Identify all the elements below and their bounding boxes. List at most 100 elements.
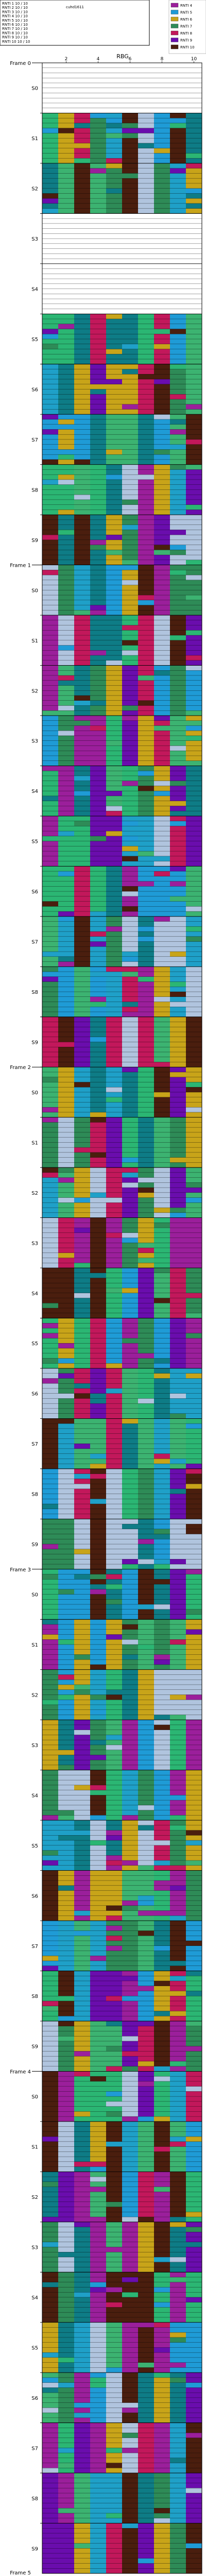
heatmap-cell (154, 2342, 170, 2348)
heatmap-cell (170, 715, 186, 721)
info-line: RNTI 1 10 / 10 (2, 2, 28, 6)
heatmap-cell (106, 836, 123, 841)
heatmap-cell (138, 1895, 154, 1901)
heatmap-cell (42, 816, 59, 821)
heatmap-cell (42, 1509, 59, 1514)
heatmap-cell (154, 203, 170, 209)
heatmap-cell (42, 2558, 59, 2564)
heatmap-cell (106, 1288, 123, 1294)
heatmap-cell (90, 1011, 107, 1018)
heatmap-cell (58, 2076, 75, 2082)
heatmap-cell (122, 2277, 139, 2283)
heatmap-cell (90, 2327, 107, 2333)
heatmap-cell (90, 1629, 107, 1635)
heatmap-cell (138, 2247, 154, 2252)
heatmap-cell (42, 2483, 59, 2488)
heatmap-cell (74, 1775, 91, 1781)
heatmap-cell (186, 1504, 202, 1510)
heatmap-cell (42, 1288, 59, 1294)
heatmap-cell (42, 2181, 59, 2187)
heatmap-cell (138, 499, 154, 505)
heatmap-cell (186, 936, 202, 942)
heatmap-cell (90, 946, 107, 952)
heatmap-cell (170, 1022, 186, 1027)
heatmap-cell (74, 384, 91, 389)
heatmap-cell (154, 846, 170, 852)
heatmap-cell (74, 1534, 91, 1539)
heatmap-cell (138, 1444, 154, 1449)
heatmap-cell (58, 2458, 75, 2463)
heatmap-cell (74, 1639, 91, 1645)
heatmap-cell (58, 871, 75, 877)
heatmap-cell (58, 495, 75, 500)
heatmap-cell (90, 2031, 107, 2037)
heatmap-cell (122, 1715, 139, 1720)
heatmap-cell (90, 1830, 107, 1836)
heatmap-cell (122, 384, 139, 389)
heatmap-cell (106, 1720, 123, 1725)
heatmap-cell (170, 2172, 186, 2177)
heatmap-cell (42, 1268, 59, 1274)
heatmap-cell (74, 1383, 91, 1389)
heatmap-cell (122, 2568, 139, 2574)
heatmap-cell (154, 650, 170, 656)
heatmap-cell (122, 1232, 139, 1238)
heatmap-cell (106, 2071, 123, 2077)
heatmap-cell (90, 1258, 107, 1263)
heatmap-cell (74, 1484, 91, 1489)
heatmap-cell (186, 369, 202, 375)
heatmap-cell (170, 866, 186, 872)
heatmap-cell (58, 1182, 75, 1188)
heatmap-cell (42, 123, 59, 128)
heatmap-cell (90, 515, 107, 520)
heatmap-cell (138, 1499, 154, 1504)
heatmap-cell (106, 1624, 123, 1630)
heatmap-cell (154, 354, 170, 360)
heatmap-cell (42, 1770, 59, 1775)
heatmap-cell (154, 1810, 170, 1816)
heatmap-cell (186, 1790, 202, 1795)
heatmap-cell (42, 2428, 59, 2433)
heatmap-cell (106, 715, 123, 721)
heatmap-cell (74, 1343, 91, 1349)
heatmap-cell (106, 2558, 123, 2564)
heatmap-cell (74, 2488, 91, 2494)
heatmap-cell (58, 1644, 75, 1650)
heatmap-cell (74, 1624, 91, 1630)
heatmap-cell (154, 1895, 170, 1901)
heatmap-cell (58, 2362, 75, 2368)
heatmap-cell (58, 2287, 75, 2293)
heatmap-cell (74, 1393, 91, 1399)
heatmap-cell (42, 952, 59, 957)
heatmap-cell (122, 414, 139, 420)
heatmap-cell (122, 1438, 139, 1444)
heatmap-cell (42, 138, 59, 144)
heatmap-cell (58, 2433, 75, 2438)
heatmap-cell (170, 2302, 186, 2308)
heatmap-cell (138, 1303, 154, 1309)
heatmap-cell (58, 2543, 75, 2549)
heatmap-cell (58, 2036, 75, 2042)
heatmap-cell (90, 1544, 107, 1550)
heatmap-cell (170, 821, 186, 826)
heatmap-cell (106, 987, 123, 992)
heatmap-cell (138, 2056, 154, 2062)
heatmap-cell (170, 409, 186, 415)
heatmap-cell (74, 2513, 91, 2519)
heatmap-cell (74, 1037, 91, 1042)
heatmap-cell (90, 1273, 107, 1278)
heatmap-cell (74, 1373, 91, 1379)
heatmap-cell (154, 1694, 170, 1700)
heatmap-cell (58, 1965, 75, 1971)
heatmap-cell (186, 2493, 202, 2499)
heatmap-cell (138, 1634, 154, 1640)
heatmap-cell (138, 1694, 154, 1700)
heatmap-cell (42, 961, 59, 967)
heatmap-cell (58, 2081, 75, 2087)
heatmap-cell (58, 1132, 75, 1138)
heatmap-cell (90, 1669, 107, 1675)
heatmap-cell (170, 775, 186, 781)
heatmap-cell (122, 2518, 139, 2523)
heatmap-cell (138, 1865, 154, 1871)
heatmap-cell (74, 1689, 91, 1695)
